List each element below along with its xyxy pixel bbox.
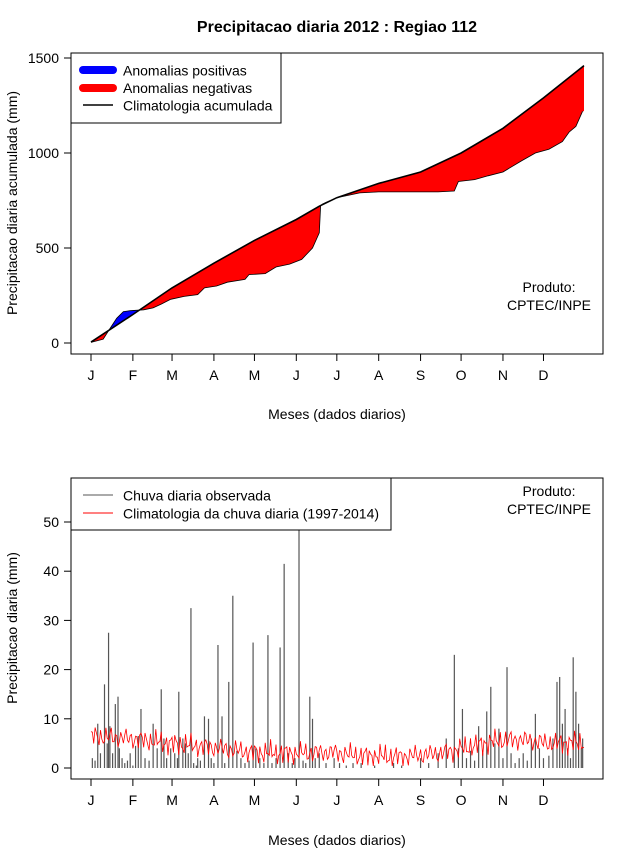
bottom-x-axis-label: Meses (dados diarios): [268, 832, 406, 848]
x-tick-label: J: [88, 792, 95, 808]
x-tick-label: A: [374, 792, 384, 808]
y-tick-label: 0: [51, 760, 59, 776]
x-tick-label: A: [374, 367, 384, 383]
y-tick-label: 20: [43, 662, 59, 678]
legend-climatology-label: Climatologia acumulada: [123, 98, 273, 114]
y-tick-label: 50: [43, 514, 59, 530]
x-tick-label: S: [416, 792, 425, 808]
top-observed-line: [90, 111, 583, 343]
top-legend: Anomalias positivas Anomalias negativas …: [70, 52, 282, 124]
x-tick-label: M: [249, 792, 261, 808]
negative-anomaly-region: [336, 65, 584, 198]
x-tick-label: J: [293, 367, 300, 383]
x-tick-label: M: [166, 792, 178, 808]
x-tick-label: A: [209, 367, 219, 383]
y-tick-label: 0: [51, 335, 59, 351]
daily-climatology-line: [90, 727, 585, 767]
legend-daily-clim-label: Climatologia da chuva diaria (1997-2014): [123, 506, 379, 522]
y-tick-label: 1000: [28, 145, 59, 161]
x-tick-label: A: [209, 792, 219, 808]
legend-positive-label: Anomalias positivas: [123, 63, 247, 79]
y-tick-label: 30: [43, 612, 59, 628]
top-x-axis-label: Meses (dados diarios): [268, 406, 406, 422]
top-y-axis: 0 500 1000 1500: [28, 50, 72, 351]
top-y-axis-label: Precipitacao diaria acumulada (mm): [4, 91, 20, 315]
negative-anomaly-region: [139, 204, 322, 310]
bottom-y-axis-label: Precipitacao diaria (mm): [4, 552, 20, 704]
bottom-y-axis: 0 10 20 30 40 50: [43, 514, 72, 776]
daily-panel: 0 10 20 30 40 50 J F M A M J J A S O N D Precipitacao di…: [4, 477, 604, 848]
x-tick-label: J: [88, 367, 95, 383]
y-tick-label: 10: [43, 711, 59, 727]
x-tick-label: N: [498, 792, 508, 808]
x-tick-label: F: [129, 792, 138, 808]
cumulative-panel: 0 500 1000 1500 J F M A M J J A S O N D Precipitacao d…: [4, 50, 604, 422]
x-tick-label: M: [249, 367, 261, 383]
top-product-source: CPTEC/INPE: [507, 297, 591, 313]
figure-title: Precipitacao diaria 2012 : Regiao 112: [197, 19, 477, 36]
x-tick-label: F: [129, 367, 138, 383]
x-tick-label: M: [166, 367, 178, 383]
bottom-product-label: Produto:: [523, 483, 576, 499]
bottom-bars: [91, 482, 584, 768]
top-product-label: Produto:: [523, 279, 576, 295]
x-tick-label: S: [416, 367, 425, 383]
y-tick-label: 1500: [28, 50, 59, 66]
y-tick-label: 500: [36, 240, 60, 256]
bottom-product-source: CPTEC/INPE: [507, 501, 591, 517]
x-tick-label: O: [456, 792, 467, 808]
x-tick-label: N: [498, 367, 508, 383]
bottom-legend-box: [70, 477, 392, 531]
x-tick-label: J: [333, 792, 340, 808]
x-tick-label: O: [456, 367, 467, 383]
x-tick-label: D: [538, 367, 548, 383]
y-tick-label: 40: [43, 563, 59, 579]
x-tick-label: J: [333, 367, 340, 383]
x-tick-label: D: [538, 792, 548, 808]
top-climatology-line: [90, 64, 585, 343]
bottom-legend: Chuva diaria observada Climatologia da c…: [70, 477, 392, 531]
x-tick-label: J: [293, 792, 300, 808]
legend-observed-label: Chuva diaria observada: [123, 488, 271, 504]
legend-negative-label: Anomalias negativas: [123, 80, 252, 96]
